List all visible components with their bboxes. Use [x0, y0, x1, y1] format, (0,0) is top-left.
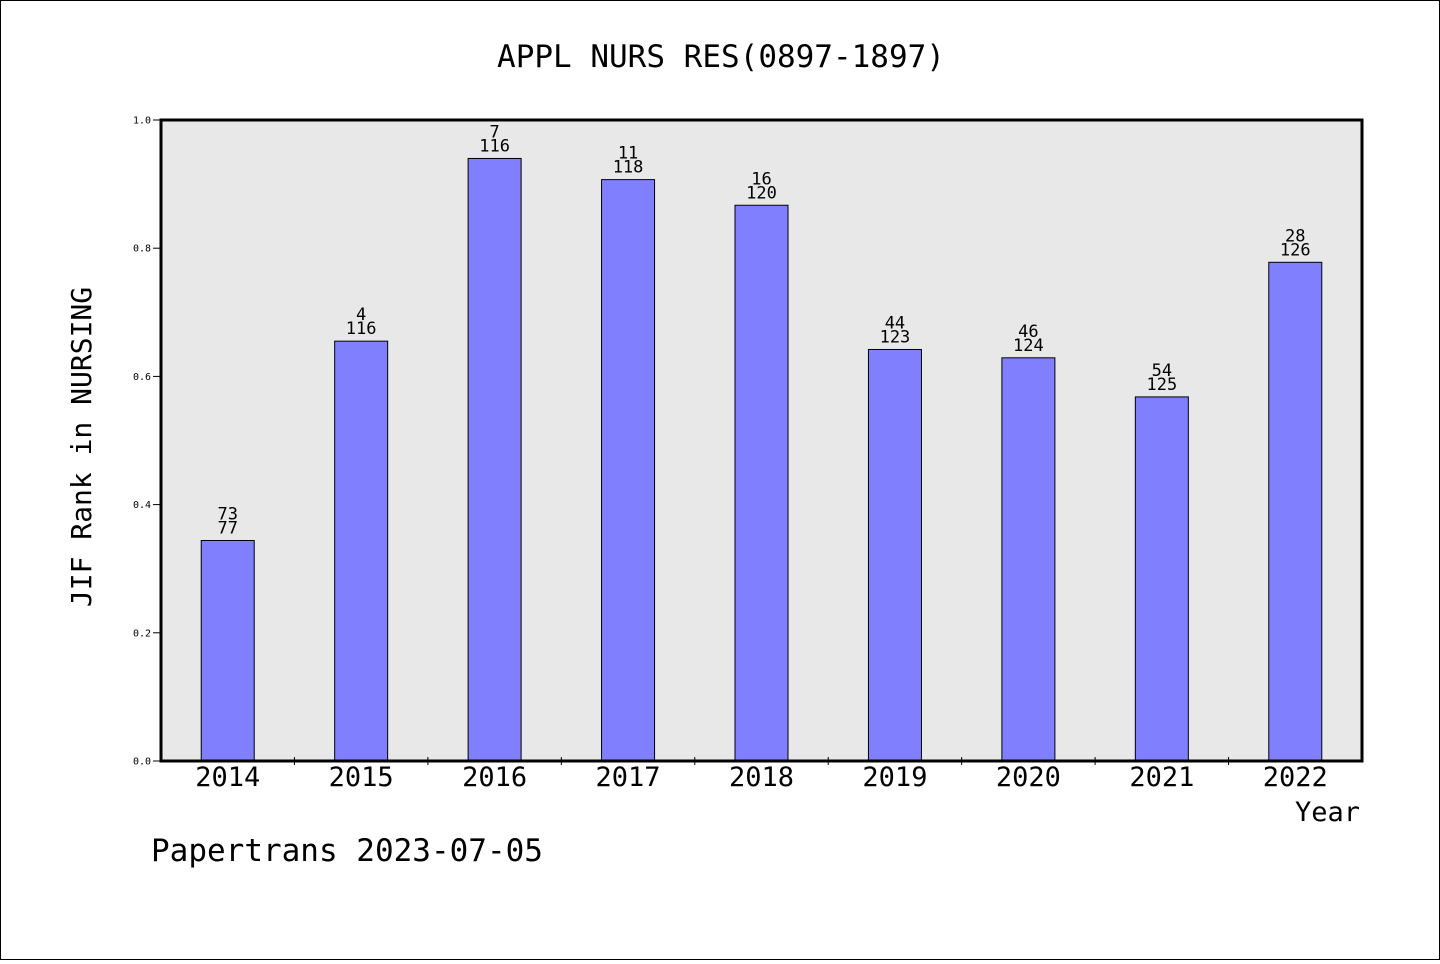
bar-total-label: 124	[1013, 336, 1044, 356]
bar-2014	[200, 539, 255, 762]
bar-rank-label: 11	[618, 144, 638, 164]
y-axis: 0.0 0.2 0.4 0.6 0.8 1.0	[133, 116, 161, 768]
y-tick-label: 0.2	[133, 628, 151, 639]
chart-title: APPL NURS RES(0897-1897)	[497, 39, 945, 75]
x-tick-label: 2018	[729, 762, 794, 793]
bar-2015	[334, 340, 389, 762]
footer-watermark: Papertrans 2023-07-05	[151, 833, 543, 869]
bar-rank-label: 73	[217, 504, 237, 524]
x-tick-label: 2017	[596, 762, 661, 793]
bar-rank-label: 4	[356, 305, 366, 325]
bar-2020	[1001, 357, 1056, 762]
bar-rank-label: 28	[1285, 226, 1305, 246]
bar-total-label: 126	[1280, 240, 1311, 260]
bar-2017	[601, 179, 656, 762]
bar-2016	[467, 157, 522, 762]
bar-total-label: 116	[346, 319, 377, 339]
x-tick-label: 2014	[195, 762, 260, 793]
x-tick-label: 2020	[996, 762, 1061, 793]
plot-border	[159, 118, 1364, 763]
bar-rank-label: 7	[489, 122, 499, 142]
x-tick-label: 2022	[1263, 762, 1328, 793]
bar-total-label: 116	[479, 136, 510, 156]
y-tick-label: 1.0	[133, 116, 151, 127]
x-tick-label: 2021	[1129, 762, 1194, 793]
bar-2021	[1134, 396, 1189, 762]
bar-rank-label: 46	[1018, 322, 1038, 342]
x-tick-label: 2019	[862, 762, 927, 793]
bar-total-label: 120	[746, 183, 777, 203]
x-axis: 2014 2015 2016 2017 2018 2019 2020 2021 2022	[195, 757, 1328, 793]
x-tick-label: 2015	[329, 762, 394, 793]
y-tick-label: 0.6	[133, 372, 151, 383]
bar-total-label: 77	[217, 518, 237, 538]
bar-total-label: 125	[1146, 375, 1177, 395]
bar-total-label: 123	[880, 327, 911, 347]
bar-rank-label: 44	[885, 313, 905, 333]
bar-rank-label: 16	[751, 169, 771, 189]
x-axis-label: Year	[1295, 797, 1360, 828]
y-tick-label: 0.4	[133, 500, 151, 511]
bar-total-label: 118	[613, 158, 644, 178]
y-axis-label: JIF Rank in NURSING	[65, 287, 98, 607]
bar-2019	[867, 348, 922, 762]
bar-rank-label: 54	[1152, 361, 1172, 381]
x-tick-label: 2016	[462, 762, 527, 793]
y-tick-label: 0.8	[133, 244, 151, 255]
bar-2018	[734, 204, 789, 762]
bar-2022	[1268, 261, 1323, 762]
y-tick-label: 0.0	[133, 757, 151, 768]
